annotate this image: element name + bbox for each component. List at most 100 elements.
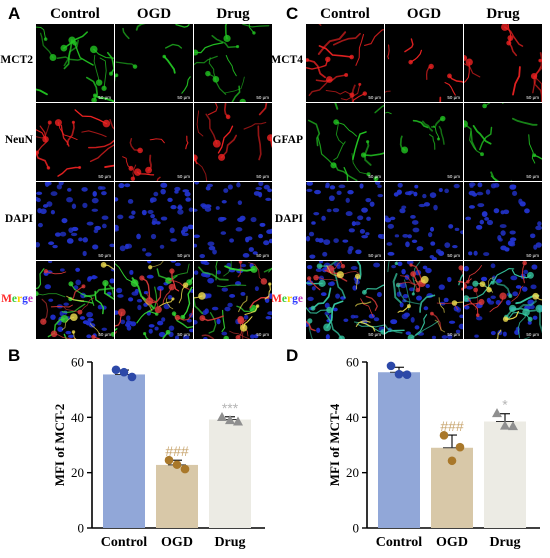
panel-c-tile-mct4-ogd: 50 μm (385, 24, 463, 102)
panel-d-y-axis-label: MFI of MCT-4 (327, 403, 342, 486)
panel-d-y-tick-label: 20 (346, 465, 359, 480)
panel-d-data-point (492, 408, 502, 418)
panel-letter-c: C (286, 4, 299, 23)
scale-bar-label: 50 μm (98, 95, 111, 100)
panel-b-data-point (172, 460, 182, 469)
micrograph-image (115, 261, 193, 339)
panel-d-y-tick-label: 0 (353, 521, 360, 536)
panel-d-data-point (386, 361, 396, 371)
micrograph-image (385, 111, 446, 154)
panel-c-column-control: Control (320, 6, 370, 22)
panel-d-data-point (402, 370, 412, 380)
panel-a-tile-mct2-ogd: 50 μm (115, 24, 193, 102)
scale-bar-label: 50 μm (447, 95, 460, 100)
panel-letter-b: B (8, 346, 21, 365)
panel-a-column-drug: Drug (216, 6, 250, 22)
micrograph-image (36, 261, 114, 339)
panel-a-tile-neun-drug: 50 μm (194, 103, 272, 181)
panel-c-row-label-merge: Merge (271, 293, 303, 305)
micrograph-image (122, 135, 189, 181)
panel-a-tile-mct2-drug: 50 μm (194, 24, 272, 102)
panel-b-category-label: Control (101, 535, 148, 550)
micrograph-image (115, 182, 193, 257)
panel-d-category-label: Drug (489, 535, 520, 550)
micrograph-image (36, 182, 114, 257)
panel-a-tile-merge-control: 50 μm (36, 261, 114, 339)
micrograph-image (36, 26, 114, 102)
micrograph-image (306, 261, 384, 339)
panel-c-tile-dapi-drug: 50 μm (464, 182, 542, 260)
panel-b-data-point (119, 367, 129, 377)
panel-d-data-point (455, 442, 465, 452)
scale-bar-label: 50 μm (368, 332, 381, 337)
micrograph-image (307, 103, 384, 181)
panel-a-tile-merge-ogd: 50 μm (115, 261, 193, 339)
panel-b-bar-control (103, 374, 145, 528)
panel-c-tile-gfap-ogd: 50 μm (385, 103, 463, 181)
panel-d-bar-control (378, 372, 420, 528)
scale-bar-label: 50 μm (256, 332, 269, 337)
panel-d-category-label: Control (376, 535, 423, 550)
panel-b-category-label: Drug (214, 535, 245, 550)
panel-d-data-point (500, 420, 510, 430)
scale-bar-label: 50 μm (177, 332, 190, 337)
scale-bar-label: 50 μm (177, 174, 190, 179)
panel-a-row-label-mct2: MCT2 (0, 54, 33, 66)
panel-b-data-point (233, 416, 243, 426)
panel-c-row-label-gfap: GFAP (272, 134, 303, 146)
scale-bar-label: 50 μm (256, 174, 269, 179)
panel-letter-d: D (286, 346, 299, 365)
micrograph-image (306, 24, 384, 102)
panel-b-data-point (225, 415, 235, 425)
micrograph-image (464, 24, 542, 102)
panel-a-column-ogd: OGD (136, 6, 172, 22)
scale-bar-label: 50 μm (368, 253, 381, 258)
panel-a-tile-dapi-drug: 50 μm (194, 182, 272, 260)
micrograph-image (464, 103, 542, 181)
panel-b-data-point (164, 455, 174, 465)
panel-c-tile-mct4-drug: 50 μm (464, 24, 542, 102)
scale-bar-label: 50 μm (98, 253, 111, 258)
panel-a-tile-mct2-control: 50 μm (36, 24, 114, 102)
scale-bar-label: 50 μm (98, 174, 111, 179)
panel-a-tile-dapi-ogd: 50 μm (115, 182, 193, 260)
micrograph-image (464, 261, 542, 339)
scale-bar-label: 50 μm (526, 332, 539, 337)
scale-bar-label: 50 μm (526, 253, 539, 258)
panel-a-row-label-dapi: DAPI (4, 213, 33, 225)
panel-d-data-point (439, 431, 449, 440)
micrograph-image (465, 182, 542, 257)
panel-d-y-tick-label: 40 (346, 410, 359, 425)
panel-d-data-point (394, 369, 404, 379)
micrograph-image (115, 24, 191, 94)
micrograph-image (385, 38, 463, 102)
scale-bar-label: 50 μm (98, 332, 111, 337)
panel-d-significance-label: * (502, 397, 508, 413)
panel-a-tile-merge-drug: 50 μm (194, 261, 272, 339)
micrograph-image (306, 182, 384, 259)
micrograph-image (194, 103, 272, 181)
scale-bar-label: 50 μm (447, 253, 460, 258)
panel-b-category-label: OGD (161, 535, 193, 550)
panel-c-tile-gfap-control: 50 μm (306, 103, 384, 181)
micrograph-image (385, 182, 463, 260)
panel-c-tile-mct4-control: 50 μm (306, 24, 384, 102)
panel-b-y-tick-label: 20 (71, 465, 84, 480)
panel-a-tile-neun-ogd: 50 μm (115, 103, 193, 181)
panel-b-data-point (217, 412, 227, 422)
panel-b-significance-label: ### (165, 443, 189, 459)
panel-b-bar-chart: 0 20 40 60 MFI of MCT-2 Control ### OGD *** Drug (52, 355, 265, 550)
panel-b-y-tick-label: 60 (71, 355, 84, 370)
micrograph-image (194, 261, 272, 339)
panel-c-tile-merge-ogd: 50 μm (385, 261, 463, 339)
panel-c-tile-gfap-drug: 50 μm (464, 103, 542, 181)
scale-bar-label: 50 μm (177, 95, 190, 100)
panel-b-data-point (111, 365, 121, 375)
panel-b-y-axis-label: MFI of MCT-2 (52, 404, 67, 487)
panel-d-data-point (508, 421, 518, 431)
panel-c-tile-dapi-control: 50 μm (306, 182, 384, 260)
panel-letter-a: A (8, 4, 21, 23)
panel-d-bar-drug (484, 421, 526, 528)
panel-d-data-point (447, 456, 457, 466)
panel-a-column-control: Control (50, 6, 100, 22)
